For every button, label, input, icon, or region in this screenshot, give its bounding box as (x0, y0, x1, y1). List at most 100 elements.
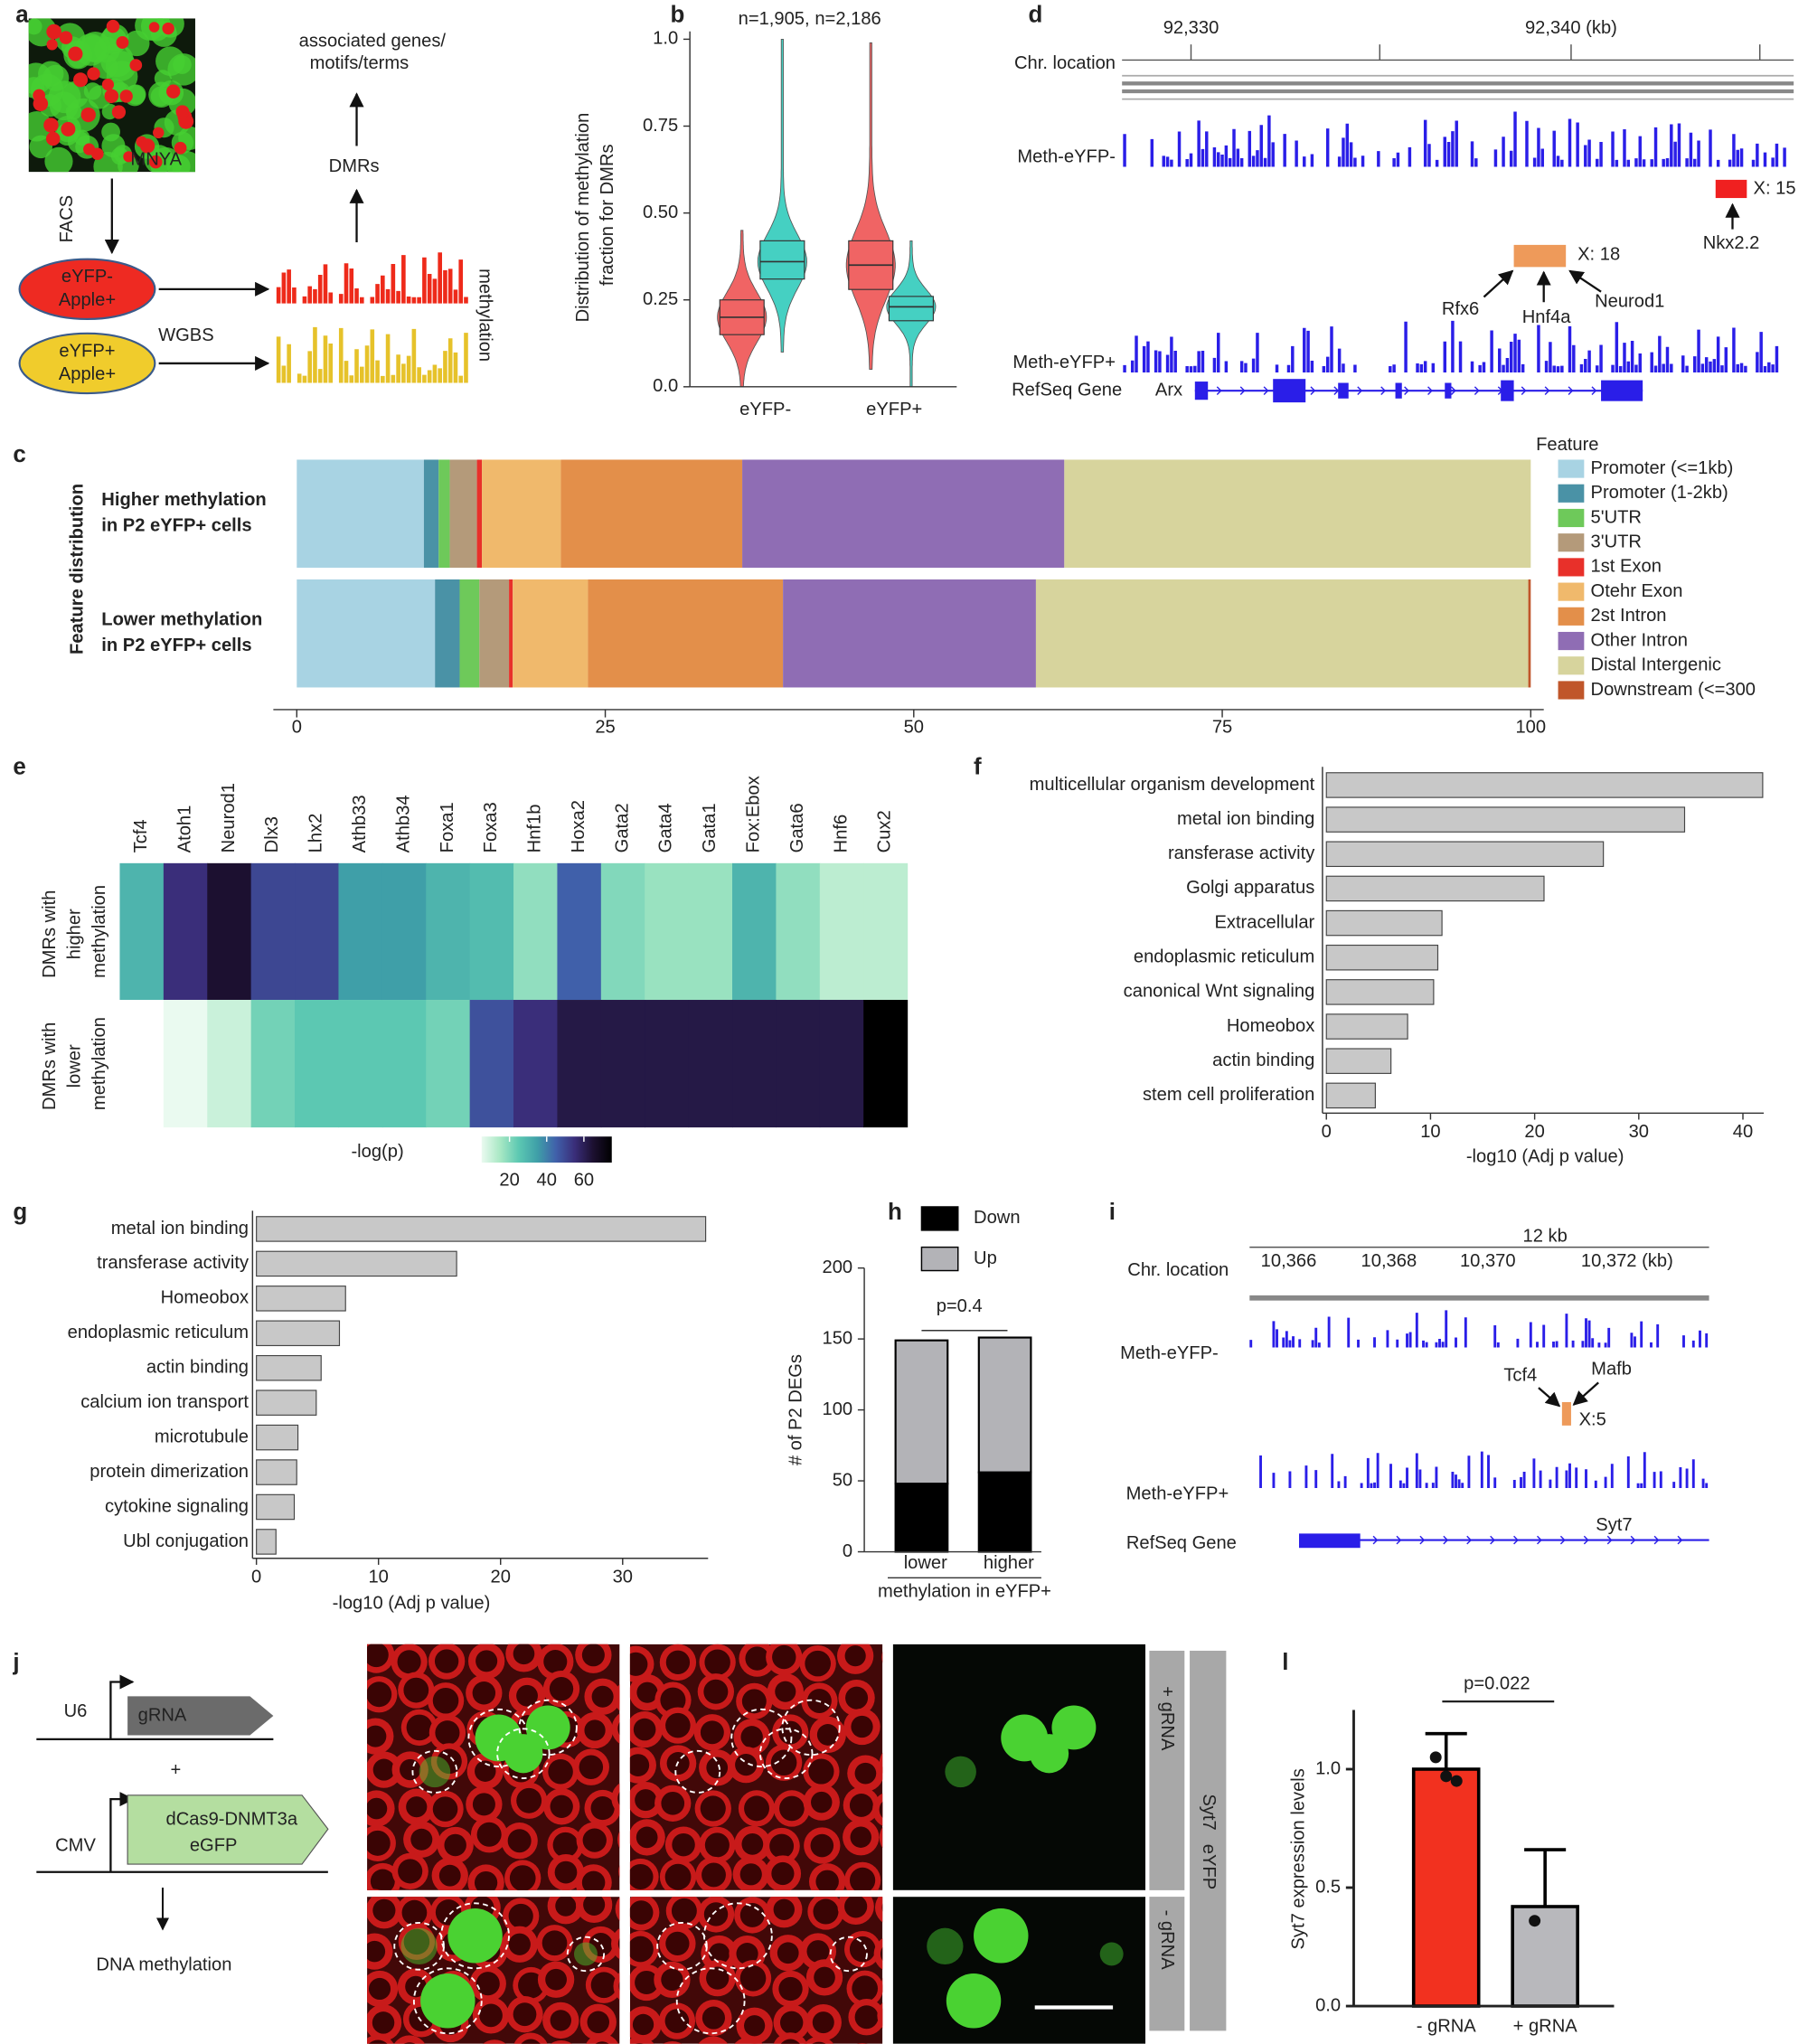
nucleus (775, 1681, 796, 1702)
strand-arrows (1372, 1535, 1683, 1545)
y-tick-label: endoplasmic reticulum (68, 1323, 249, 1342)
result-label: DNA methylation (96, 1955, 231, 1975)
nucleus (543, 1650, 568, 1674)
nucleus (660, 1687, 686, 1713)
nucleus (509, 1865, 536, 1890)
nucleus (80, 107, 96, 123)
exon (1273, 379, 1306, 403)
column-label: Foxa3 (481, 802, 501, 852)
x-tick-label: 40 (1733, 1122, 1753, 1142)
gfp-cell (946, 1973, 1002, 2029)
nucleus (119, 89, 133, 103)
nucleus (400, 1758, 421, 1781)
x-tick-label: lower (904, 1553, 947, 1573)
nucleus (372, 1758, 395, 1781)
nucleus (810, 1833, 834, 1858)
bar-segment (977, 1336, 1032, 1474)
nucleus (367, 1725, 387, 1747)
track-label: Chr. location (1127, 1260, 1229, 1280)
column-label: Cux2 (875, 810, 895, 852)
heatmap-cell (119, 862, 165, 1001)
micrograph-background (892, 1644, 1146, 1890)
step-label: FACS (57, 195, 77, 243)
cell-outline (411, 1749, 458, 1794)
x-tick-label: 0 (1322, 1122, 1332, 1142)
gfp-cell (1029, 1734, 1069, 1774)
legend-label: 5'UTR (1591, 507, 1642, 527)
nucleus (844, 1897, 868, 1918)
x-axis-label: -log10 (Adj p value) (1466, 1147, 1624, 1167)
nucleus (700, 1795, 726, 1822)
nucleus (521, 2039, 541, 2044)
nucleus (703, 1679, 729, 1704)
plus: + (171, 1760, 182, 1780)
nucleus (405, 1975, 427, 1998)
panel-label: l (1282, 1650, 1288, 1675)
nucleus (780, 2039, 800, 2044)
y-tick-label: actin binding (1212, 1050, 1314, 1070)
motif-factor: Rfx6 (1442, 299, 1479, 319)
nucleus (812, 2041, 826, 2044)
nucleus (43, 118, 59, 133)
methylation-track (1123, 320, 1779, 372)
cell (773, 2032, 807, 2044)
cell (734, 2037, 763, 2044)
heatmap-cell (732, 1000, 777, 1128)
y-tick-label: microtubule (155, 1427, 249, 1446)
methylation-track (276, 252, 468, 304)
cell (74, 33, 108, 66)
legend-label: Distal Intergenic (1591, 655, 1721, 675)
axis-tick-label: 92,330 (1163, 18, 1219, 38)
arrow (1572, 1381, 1599, 1406)
cell (101, 122, 120, 142)
bar (256, 1320, 341, 1347)
nucleus (68, 46, 83, 61)
legend-swatch (1558, 459, 1585, 478)
construct (127, 1794, 329, 1865)
microscopy-image (28, 18, 195, 173)
heatmap-cell (295, 862, 340, 1001)
column-label: Gata1 (700, 803, 720, 852)
nucleus (516, 1684, 538, 1707)
cell (881, 1652, 883, 1663)
nucleus (617, 1792, 620, 1805)
nucleus (479, 2003, 503, 2028)
nucleus (812, 2011, 834, 2034)
nucleus (805, 1650, 831, 1677)
y-tick-label: ransferase activity (1168, 843, 1315, 863)
nucleus (777, 1942, 799, 1964)
cell (617, 1831, 620, 1849)
cell (879, 1752, 883, 1774)
nucleus (849, 1936, 876, 1963)
bar (1325, 909, 1443, 937)
nucleus (434, 1649, 459, 1673)
panel-label: g (13, 1200, 27, 1225)
stain-strip (1190, 1650, 1227, 2031)
cell (155, 46, 185, 76)
nucleus (854, 1762, 877, 1785)
nucleus (587, 2011, 610, 2034)
nucleus (123, 151, 135, 163)
gene-name: Arx (1155, 380, 1182, 400)
nucleus (881, 1903, 883, 1912)
x-tick-label: 30 (613, 1568, 633, 1587)
column-label: Lhx2 (306, 814, 326, 853)
nucleus (474, 1870, 498, 1890)
heatmap-cell (819, 862, 864, 1001)
panel-label: b (671, 2, 685, 27)
bar (256, 1529, 277, 1555)
nucleus (741, 1833, 764, 1855)
bar (1325, 875, 1545, 902)
exon (1445, 382, 1452, 399)
cell-outline (412, 1967, 483, 2035)
nucleus (879, 1801, 883, 1818)
gene-name: Syt7 (1596, 1515, 1632, 1535)
bar-segment (423, 459, 439, 568)
nucleus (33, 89, 46, 102)
cell-outline (730, 1708, 793, 1768)
y-tick-label: calcium ion transport (80, 1392, 249, 1412)
y-tick-label: canonical Wnt signaling (1124, 982, 1315, 1002)
heatmap-cell (557, 862, 602, 1001)
nucleus (508, 1933, 531, 1955)
cell-outline (496, 1728, 551, 1780)
